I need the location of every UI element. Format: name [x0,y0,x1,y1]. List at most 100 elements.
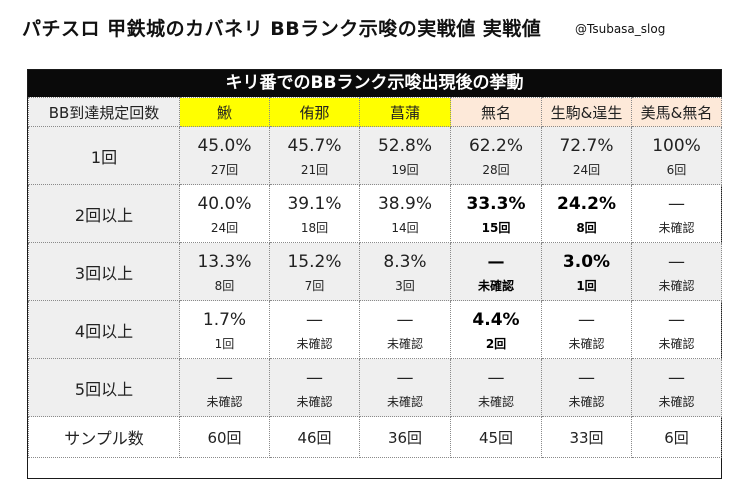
count-value: 未確認 [386,395,423,409]
table-cell: — 未確認 [269,358,360,417]
count-value: 24回 [210,221,239,235]
sample-value: 6回 [631,416,722,458]
count-value: 未確認 [568,395,605,409]
table-cell: 8.3% 3回 [359,242,451,301]
percentage-value: — [578,310,595,330]
author-credit: @Tsubasa_slog [575,22,666,36]
header-row: BB到達規定回数 鰍 侑那 菖蒲 無名 生駒&逞生 美馬&無名 [28,97,722,127]
count-value: 未確認 [658,221,695,235]
count-value: 2回 [485,337,507,351]
percentage-value: 52.8% [377,136,432,156]
header-biba-mumei: 美馬&無名 [631,97,722,127]
sample-value: 33回 [541,416,632,458]
table-cell: 62.2% 28回 [450,126,542,185]
table-cell: — 未確認 [631,242,722,301]
percentage-value: 40.0% [197,194,252,214]
percentage-value: 33.3% [466,194,526,214]
header-bb-count: BB到達規定回数 [28,97,180,127]
row-label: 2回以上 [28,184,180,243]
percentage-value: 45.0% [197,136,252,156]
percentage-value: 4.4% [472,310,520,330]
sample-value: 45回 [450,416,542,458]
table-cell: 33.3% 15回 [450,184,542,243]
count-value: 28回 [482,163,510,177]
table-row: 1回 45.0% 27回 45.7% 21回 52.8% 19回 62.2% 28回 72.7% 2… [28,126,722,185]
count-value: 未確認 [386,337,423,351]
table-banner: キリ番でのBBランク示唆出現後の挙動 [28,70,721,97]
percentage-value: 3.0% [562,252,611,272]
table-cell: — 未確認 [450,358,542,417]
count-value: 未確認 [568,337,605,351]
stats-table: BB到達規定回数 鰍 侑那 菖蒲 無名 生駒&逞生 美馬&無名 1回 45.0% 2… [28,97,722,458]
table-cell: — 未確認 [269,300,360,359]
table-cell: 45.0% 27回 [179,126,270,185]
header-kajika: 鰍 [179,97,270,127]
percentage-value: — [396,368,414,388]
count-value: 未確認 [477,395,514,409]
title-bar: パチスロ 甲鉄城のカバネリ BBランク示唆の実戦値 実戦値 @Tsubasa_s… [0,0,750,58]
count-value: 1回 [576,279,597,293]
count-value: 15回 [481,221,511,235]
count-value: 7回 [304,279,325,293]
table-cell: — 未確認 [541,358,632,417]
table-cell: 3.0% 1回 [541,242,632,301]
count-value: 3回 [395,279,415,293]
sample-value: 46回 [269,416,360,458]
table-cell: 38.9% 14回 [359,184,451,243]
header-ikoma-takumi: 生駒&逞生 [541,97,632,127]
count-value: 21回 [300,163,329,177]
table-cell: — 未確認 [631,184,722,243]
page-title: パチスロ 甲鉄城のカバネリ BBランク示唆の実戦値 実戦値 [22,18,542,40]
table-cell: 13.3% 8回 [179,242,270,301]
table-cell: 4.4% 2回 [450,300,542,359]
percentage-value: — [578,368,595,388]
table-row: 2回以上 40.0% 24回 39.1% 18回 38.9% 14回 33.3% 15回 24.2… [28,184,722,243]
count-value: 未確認 [658,337,695,351]
sample-value: 60回 [179,416,270,458]
count-value: 8回 [214,279,235,293]
count-value: 8回 [576,221,597,235]
count-value: 18回 [300,221,329,235]
table-cell: — 未確認 [541,300,632,359]
header-yukina: 侑那 [269,97,360,127]
percentage-value: 100% [652,136,701,156]
percentage-value: — [487,368,505,388]
count-value: 未確認 [477,279,514,293]
percentage-value: — [487,252,505,272]
percentage-value: 62.2% [468,136,523,156]
table-cell: 72.7% 24回 [541,126,632,185]
count-value: 未確認 [296,337,333,351]
table-cell: — 未確認 [179,358,270,417]
percentage-value: 38.9% [377,194,432,214]
table-row: 3回以上 13.3% 8回 15.2% 7回 8.3% 3回 — 未確認 3.0% 1回 — 未確認 [28,242,722,301]
count-value: 1回 [214,337,235,351]
percentage-value: 24.2% [557,194,616,214]
sample-value: 36回 [359,416,451,458]
table-cell: — 未確認 [450,242,542,301]
percentage-value: — [668,252,685,272]
count-value: 27回 [210,163,239,177]
table-cell: — 未確認 [359,300,451,359]
percentage-value: — [306,310,323,330]
percentage-value: 13.3% [197,252,252,272]
percentage-value: — [668,368,685,388]
table-cell: 45.7% 21回 [269,126,360,185]
stats-panel: キリ番でのBBランク示唆出現後の挙動 BB到達規定回数 鰍 侑那 菖蒲 無名 生… [27,69,722,479]
count-value: 19回 [391,163,419,177]
percentage-value: 1.7% [202,310,247,330]
table-cell: 100% 6回 [631,126,722,185]
sample-row: サンプル数 60回 46回 36回 45回 33回 6回 [28,416,722,458]
header-ayame: 菖蒲 [359,97,451,127]
table-cell: — 未確認 [631,358,722,417]
table-cell: — 未確認 [359,358,451,417]
row-label: 4回以上 [28,300,180,359]
row-label: 5回以上 [28,358,180,417]
header-mumei: 無名 [450,97,542,127]
table-cell: 52.8% 19回 [359,126,451,185]
percentage-value: 15.2% [287,252,342,272]
count-value: 24回 [572,163,601,177]
percentage-value: 45.7% [287,136,342,156]
count-value: 未確認 [658,395,695,409]
percentage-value: — [216,368,233,388]
table-row: 4回以上 1.7% 1回 — 未確認 — 未確認 4.4% 2回 — 未確認 — 未確認 [28,300,722,359]
